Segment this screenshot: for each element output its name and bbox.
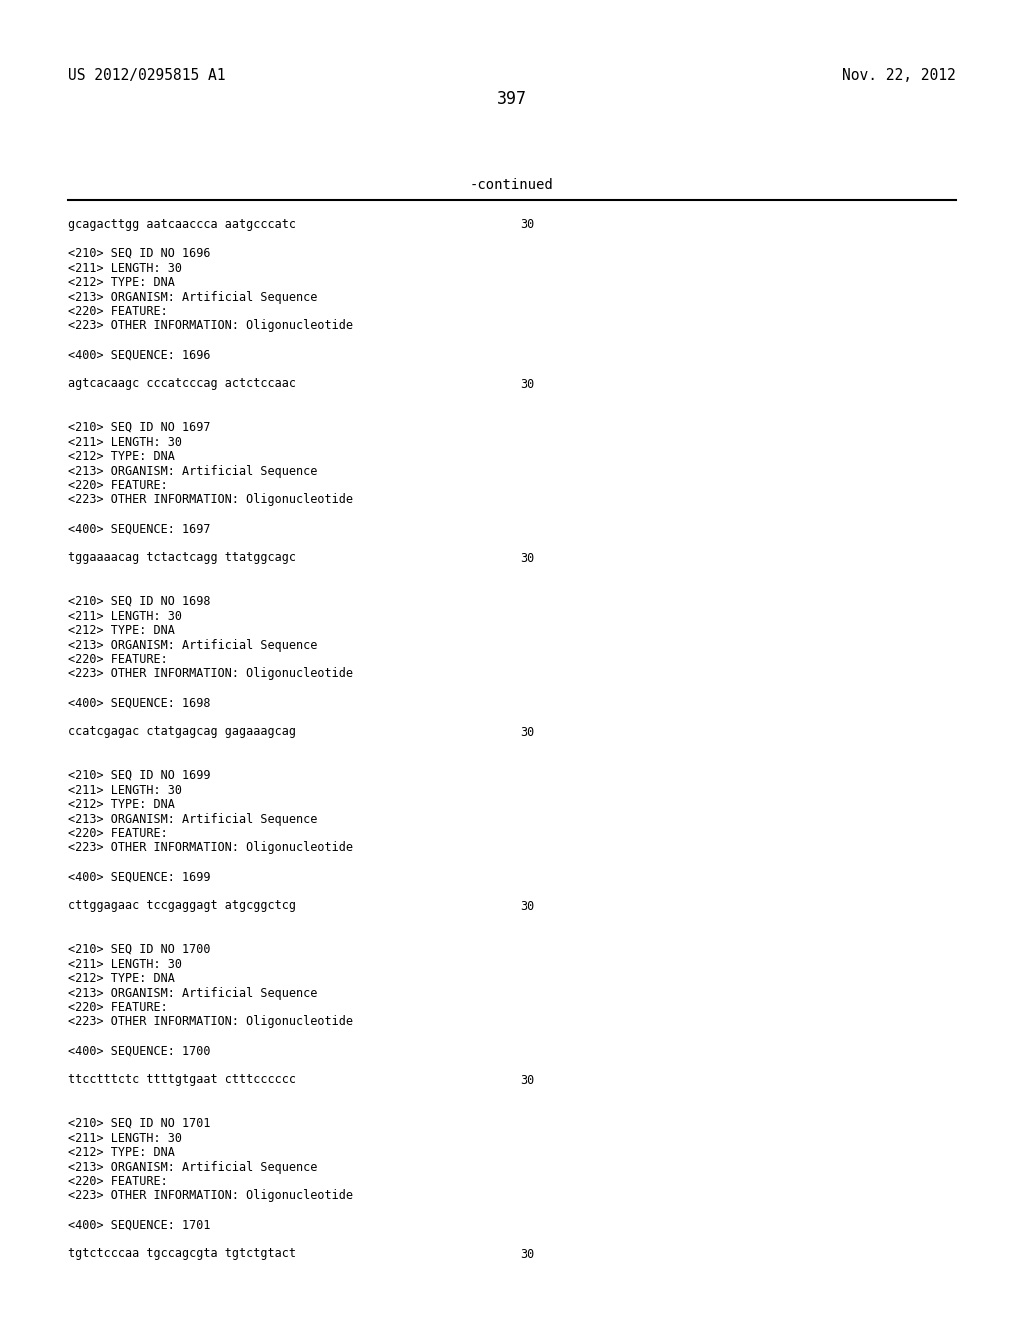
Text: 30: 30	[520, 552, 535, 565]
Text: 30: 30	[520, 726, 535, 738]
Text: <220> FEATURE:: <220> FEATURE:	[68, 305, 168, 318]
Text: cttggagaac tccgaggagt atgcggctcg: cttggagaac tccgaggagt atgcggctcg	[68, 899, 296, 912]
Text: 30: 30	[520, 218, 535, 231]
Text: <210> SEQ ID NO 1698: <210> SEQ ID NO 1698	[68, 595, 211, 609]
Text: <212> TYPE: DNA: <212> TYPE: DNA	[68, 799, 175, 810]
Text: <213> ORGANISM: Artificial Sequence: <213> ORGANISM: Artificial Sequence	[68, 813, 317, 825]
Text: <220> FEATURE:: <220> FEATURE:	[68, 1175, 168, 1188]
Text: <210> SEQ ID NO 1697: <210> SEQ ID NO 1697	[68, 421, 211, 434]
Text: <211> LENGTH: 30: <211> LENGTH: 30	[68, 610, 182, 623]
Text: <400> SEQUENCE: 1696: <400> SEQUENCE: 1696	[68, 348, 211, 362]
Text: 30: 30	[520, 1073, 535, 1086]
Text: <400> SEQUENCE: 1698: <400> SEQUENCE: 1698	[68, 697, 211, 710]
Text: <223> OTHER INFORMATION: Oligonucleotide: <223> OTHER INFORMATION: Oligonucleotide	[68, 1015, 353, 1028]
Text: US 2012/0295815 A1: US 2012/0295815 A1	[68, 69, 225, 83]
Text: <211> LENGTH: 30: <211> LENGTH: 30	[68, 436, 182, 449]
Text: <220> FEATURE:: <220> FEATURE:	[68, 479, 168, 492]
Text: <210> SEQ ID NO 1696: <210> SEQ ID NO 1696	[68, 247, 211, 260]
Text: <400> SEQUENCE: 1699: <400> SEQUENCE: 1699	[68, 870, 211, 883]
Text: ttcctttctc ttttgtgaat ctttcccccc: ttcctttctc ttttgtgaat ctttcccccc	[68, 1073, 296, 1086]
Text: <213> ORGANISM: Artificial Sequence: <213> ORGANISM: Artificial Sequence	[68, 639, 317, 652]
Text: <212> TYPE: DNA: <212> TYPE: DNA	[68, 624, 175, 638]
Text: <223> OTHER INFORMATION: Oligonucleotide: <223> OTHER INFORMATION: Oligonucleotide	[68, 494, 353, 507]
Text: <212> TYPE: DNA: <212> TYPE: DNA	[68, 276, 175, 289]
Text: <400> SEQUENCE: 1701: <400> SEQUENCE: 1701	[68, 1218, 211, 1232]
Text: <213> ORGANISM: Artificial Sequence: <213> ORGANISM: Artificial Sequence	[68, 465, 317, 478]
Text: <213> ORGANISM: Artificial Sequence: <213> ORGANISM: Artificial Sequence	[68, 1160, 317, 1173]
Text: 30: 30	[520, 899, 535, 912]
Text: tgtctcccaa tgccagcgta tgtctgtact: tgtctcccaa tgccagcgta tgtctgtact	[68, 1247, 296, 1261]
Text: <400> SEQUENCE: 1700: <400> SEQUENCE: 1700	[68, 1044, 211, 1057]
Text: <210> SEQ ID NO 1699: <210> SEQ ID NO 1699	[68, 770, 211, 781]
Text: 397: 397	[497, 90, 527, 108]
Text: tggaaaacag tctactcagg ttatggcagc: tggaaaacag tctactcagg ttatggcagc	[68, 552, 296, 565]
Text: gcagacttgg aatcaaccca aatgcccatc: gcagacttgg aatcaaccca aatgcccatc	[68, 218, 296, 231]
Text: <220> FEATURE:: <220> FEATURE:	[68, 1001, 168, 1014]
Text: 30: 30	[520, 1247, 535, 1261]
Text: ccatcgagac ctatgagcag gagaaagcag: ccatcgagac ctatgagcag gagaaagcag	[68, 726, 296, 738]
Text: <211> LENGTH: 30: <211> LENGTH: 30	[68, 1131, 182, 1144]
Text: <211> LENGTH: 30: <211> LENGTH: 30	[68, 957, 182, 970]
Text: <212> TYPE: DNA: <212> TYPE: DNA	[68, 1146, 175, 1159]
Text: <212> TYPE: DNA: <212> TYPE: DNA	[68, 972, 175, 985]
Text: <223> OTHER INFORMATION: Oligonucleotide: <223> OTHER INFORMATION: Oligonucleotide	[68, 1189, 353, 1203]
Text: <220> FEATURE:: <220> FEATURE:	[68, 653, 168, 667]
Text: <220> FEATURE:: <220> FEATURE:	[68, 828, 168, 840]
Text: <210> SEQ ID NO 1701: <210> SEQ ID NO 1701	[68, 1117, 211, 1130]
Text: agtcacaagc cccatcccag actctccaac: agtcacaagc cccatcccag actctccaac	[68, 378, 296, 391]
Text: <223> OTHER INFORMATION: Oligonucleotide: <223> OTHER INFORMATION: Oligonucleotide	[68, 842, 353, 854]
Text: <212> TYPE: DNA: <212> TYPE: DNA	[68, 450, 175, 463]
Text: 30: 30	[520, 378, 535, 391]
Text: Nov. 22, 2012: Nov. 22, 2012	[843, 69, 956, 83]
Text: <210> SEQ ID NO 1700: <210> SEQ ID NO 1700	[68, 942, 211, 956]
Text: <211> LENGTH: 30: <211> LENGTH: 30	[68, 784, 182, 796]
Text: <213> ORGANISM: Artificial Sequence: <213> ORGANISM: Artificial Sequence	[68, 290, 317, 304]
Text: <213> ORGANISM: Artificial Sequence: <213> ORGANISM: Artificial Sequence	[68, 986, 317, 999]
Text: <211> LENGTH: 30: <211> LENGTH: 30	[68, 261, 182, 275]
Text: <400> SEQUENCE: 1697: <400> SEQUENCE: 1697	[68, 523, 211, 536]
Text: <223> OTHER INFORMATION: Oligonucleotide: <223> OTHER INFORMATION: Oligonucleotide	[68, 668, 353, 681]
Text: -continued: -continued	[470, 178, 554, 191]
Text: <223> OTHER INFORMATION: Oligonucleotide: <223> OTHER INFORMATION: Oligonucleotide	[68, 319, 353, 333]
